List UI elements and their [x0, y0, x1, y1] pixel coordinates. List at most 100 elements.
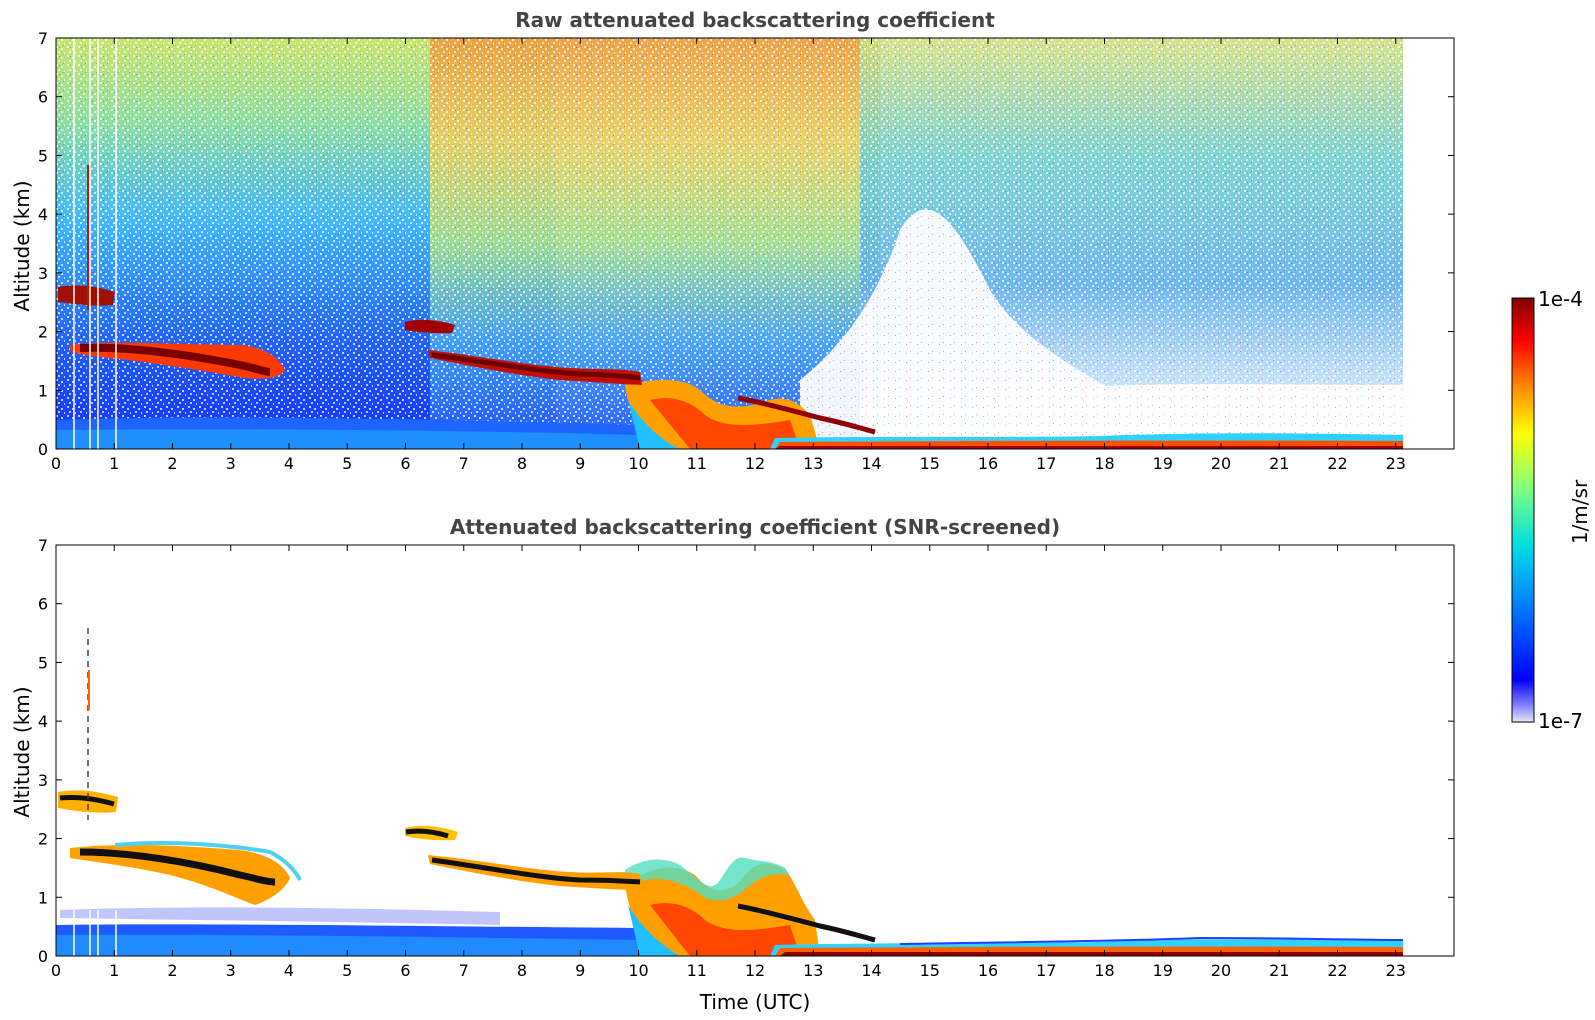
bottom-y-tick-label: 4 [38, 712, 48, 731]
top-x-tick-label: 7 [459, 454, 469, 473]
top-x-tick-label: 11 [687, 454, 707, 473]
bottom-y-tick-label: 0 [38, 947, 48, 966]
top-x-tick-label: 2 [167, 454, 177, 473]
top-y-tick-label: 0 [38, 440, 48, 459]
cloud-layer-1-5km-screened-core [79, 848, 276, 886]
bottom-x-tick-label: 12 [745, 961, 765, 980]
colorbar-gradient [1511, 297, 1535, 723]
surface-layer-bottom-top-edge [899, 936, 1404, 945]
bottom-y-tick-label: 1 [38, 888, 48, 907]
cloud-layer-2km-screened-core [405, 828, 449, 839]
bottom-y-tick-label: 5 [38, 653, 48, 672]
bottom-x-tick-label: 7 [459, 961, 469, 980]
bottom-x-tick-label: 13 [803, 961, 823, 980]
top-y-tick-label: 7 [38, 29, 48, 48]
bottom-y-axis-label: Altitude (km) [10, 686, 34, 817]
cloud-layer-2-6km-screened-core [59, 795, 115, 807]
bottom-x-tick-label: 23 [1386, 961, 1406, 980]
top-y-tick-label: 3 [38, 264, 48, 283]
bottom-x-tick-label: 8 [517, 961, 527, 980]
bottom-x-tick-label: 19 [1153, 961, 1173, 980]
top-y-tick-label: 6 [38, 88, 48, 107]
cloud-layer-2km [405, 319, 455, 334]
bottom-x-tick-label: 22 [1327, 961, 1347, 980]
top-x-tick-label: 6 [400, 454, 410, 473]
top-x-tick-label: 0 [51, 454, 61, 473]
top-x-tick-label: 22 [1327, 454, 1347, 473]
precipitation-top-edge [628, 400, 680, 449]
bottom-x-tick-label: 9 [575, 961, 585, 980]
top-x-tick-label: 9 [575, 454, 585, 473]
top-panel-axes: 0 1 2 3 4 5 6 7 8 9 10 11 12 13 14 15 16 17 18 19 20 21 22 2301… [38, 29, 1455, 473]
top-y-tick-label: 2 [38, 323, 48, 342]
bottom-x-tick-label: 0 [51, 961, 61, 980]
top-x-tick-label: 21 [1269, 454, 1289, 473]
bottom-x-tick-label: 16 [978, 961, 998, 980]
top-y-axis-label: Altitude (km) [10, 180, 34, 311]
cloud-layer-1-5km-core [79, 343, 271, 376]
top-panel-title: Raw attenuated backscattering coefficien… [515, 8, 995, 32]
precipitation-bottom-inner [650, 903, 800, 956]
x-axis-label: Time (UTC) [699, 990, 811, 1014]
bottom-panel-plot [56, 545, 1454, 956]
colorbar-unit-label: 1/m/sr [1568, 479, 1592, 544]
bottom-x-tick-label: 11 [687, 961, 707, 980]
colorbar-min-label: 1e-7 [1538, 709, 1583, 733]
bottom-x-tick-label: 6 [400, 961, 410, 980]
top-x-tick-label: 3 [226, 454, 236, 473]
colorbar-max-label: 1e-4 [1538, 287, 1583, 311]
bottom-x-tick-label: 10 [628, 961, 648, 980]
top-panel-plot [56, 38, 1454, 449]
top-x-tick-label: 10 [628, 454, 648, 473]
bottom-y-tick-label: 2 [38, 830, 48, 849]
bottom-x-tick-label: 2 [167, 961, 177, 980]
precipitation-top-inner [650, 398, 800, 449]
boundary-layer-bottom-core [56, 934, 645, 956]
top-x-tick-label: 19 [1153, 454, 1173, 473]
boundary-layer-top-core [56, 429, 645, 449]
top-y-tick-label: 5 [38, 146, 48, 165]
bottom-x-tick-label: 3 [226, 961, 236, 980]
top-x-tick-label: 8 [517, 454, 527, 473]
top-y-tick-label: 1 [38, 381, 48, 400]
bottom-x-tick-label: 5 [342, 961, 352, 980]
precipitation-bottom-edge [628, 905, 680, 956]
bottom-y-tick-label: 6 [38, 595, 48, 614]
top-x-tick-label: 15 [920, 454, 940, 473]
top-y-tick-label: 4 [38, 205, 48, 224]
top-x-tick-label: 14 [861, 454, 881, 473]
top-x-tick-label: 4 [284, 454, 294, 473]
bottom-x-tick-label: 21 [1269, 961, 1289, 980]
bottom-x-tick-label: 1 [109, 961, 119, 980]
cloud-layer-1-3km-core [431, 352, 641, 381]
colorbar: 1e-4 1e-7 1/m/sr [1511, 287, 1592, 733]
no-data-region-top [1403, 38, 1454, 449]
top-x-tick-label: 5 [342, 454, 352, 473]
top-x-tick-label: 16 [978, 454, 998, 473]
surface-layer-bottom-base [780, 952, 1403, 956]
cloud-layer-1-5km-screened [70, 844, 290, 905]
raw-noise-overlay [56, 38, 1406, 449]
bottom-panel-axes: 0 1 2 3 4 5 6 7 8 9 10 11 12 13 14 15 16 17 18 19 20 21 22 2301… [38, 536, 1455, 980]
bottom-x-tick-label: 18 [1094, 961, 1114, 980]
top-x-tick-label: 20 [1211, 454, 1231, 473]
top-x-tick-label: 17 [1036, 454, 1056, 473]
bottom-x-tick-label: 20 [1211, 961, 1231, 980]
top-x-tick-label: 1 [109, 454, 119, 473]
bottom-x-tick-label: 4 [284, 961, 294, 980]
cloud-layer-1-3km-screened-core [431, 857, 641, 885]
bottom-x-tick-label: 14 [861, 961, 881, 980]
cloud-layer-0-7km [737, 395, 876, 435]
top-x-tick-label: 12 [745, 454, 765, 473]
cloud-layer-2-6km [58, 285, 115, 306]
bottom-x-tick-label: 17 [1036, 961, 1056, 980]
cloud-layer-0-7km-screened [737, 903, 876, 943]
surface-layer-top-base [775, 446, 1403, 449]
cloud-layer-1-5km-screened-edge [114, 840, 302, 881]
top-x-tick-label: 18 [1094, 454, 1114, 473]
top-x-tick-label: 23 [1386, 454, 1406, 473]
top-x-tick-label: 13 [803, 454, 823, 473]
precipitation-bottom-outer [625, 857, 790, 901]
bottom-panel-title: Attenuated backscattering coefficient (S… [450, 515, 1060, 539]
